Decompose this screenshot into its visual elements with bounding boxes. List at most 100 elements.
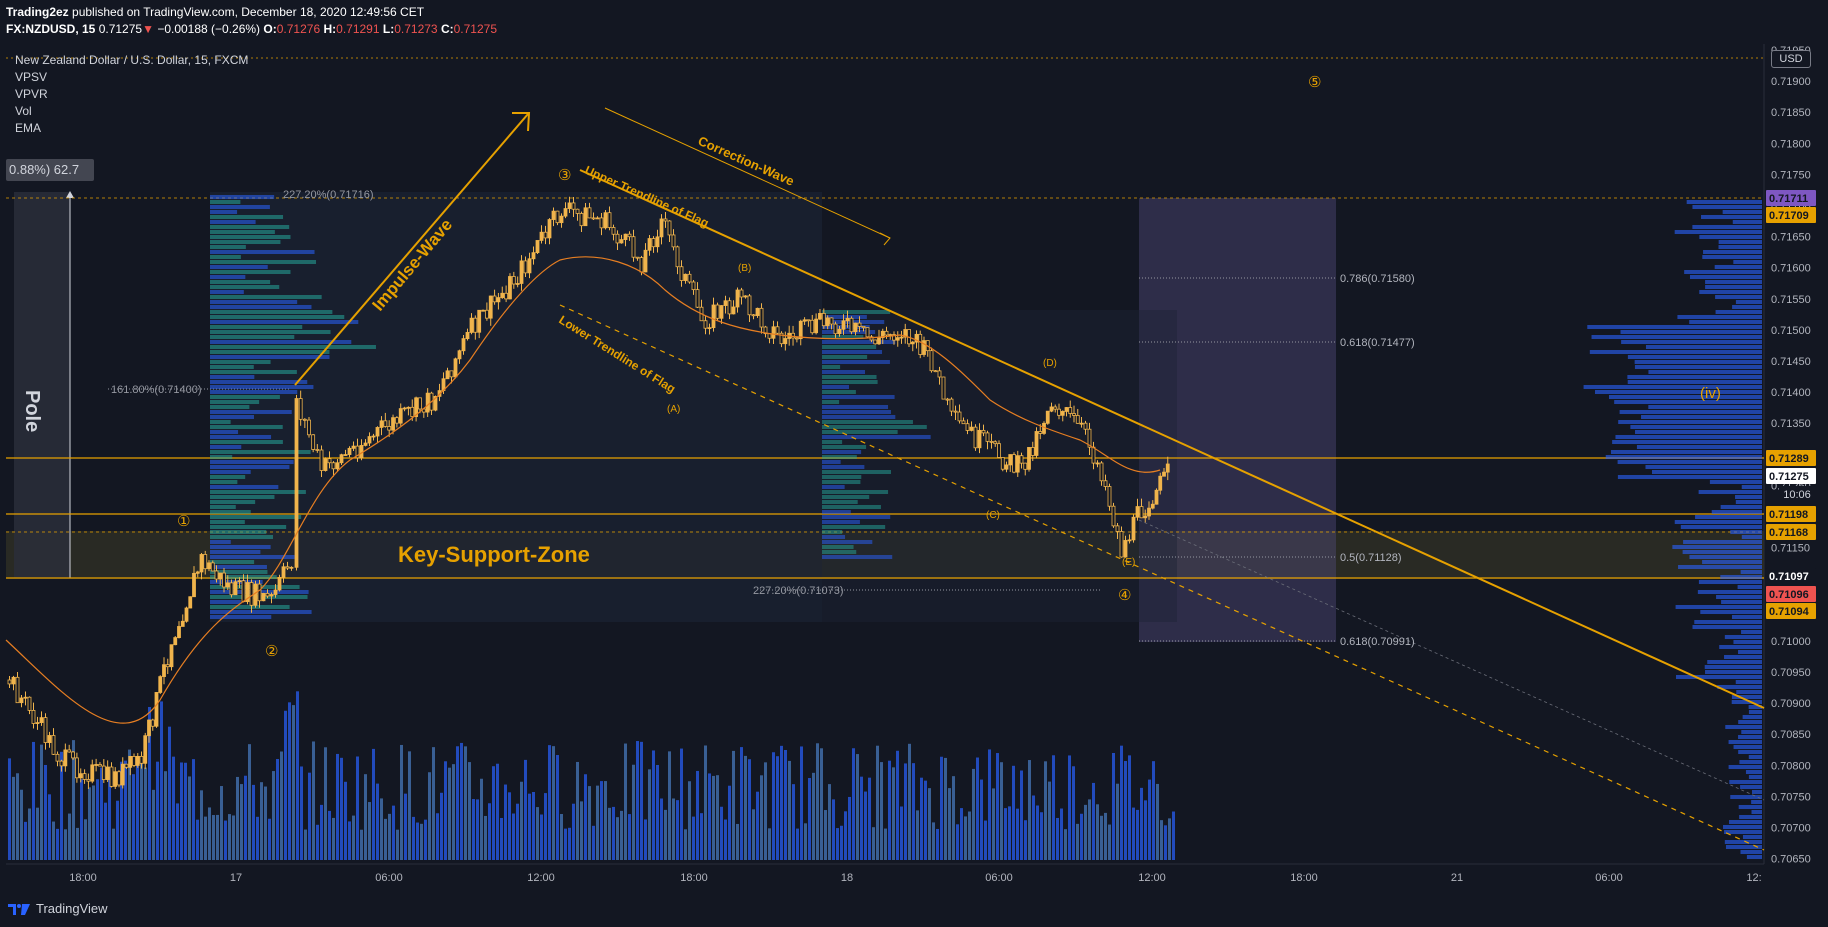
- candle-body: [659, 218, 664, 238]
- volume-bar: [400, 744, 403, 860]
- price-chart[interactable]: Pole Impulse-Wave Correction-Wave Upper …: [0, 0, 1828, 893]
- legend-indicator-vpvr[interactable]: VPVR: [15, 87, 48, 101]
- tradingview-brand[interactable]: TradingView: [8, 901, 108, 916]
- ema-line[interactable]: [5, 256, 1161, 724]
- low-label: L:: [382, 22, 395, 36]
- vp-row: [1731, 695, 1762, 699]
- candle-body: [1015, 455, 1020, 473]
- volume-bar: [24, 821, 27, 860]
- price-badge-bg: [1766, 568, 1816, 584]
- volume-bar: [644, 819, 647, 860]
- lower-trendline[interactable]: [559, 304, 1765, 851]
- candle-body: [727, 300, 732, 315]
- volume-bar: [896, 750, 899, 860]
- candle-body: [735, 289, 740, 308]
- pole-box[interactable]: [14, 192, 70, 578]
- vp-row: [822, 550, 857, 554]
- author-name[interactable]: Trading2ez: [6, 5, 69, 19]
- legend-indicator-ema[interactable]: EMA: [15, 121, 42, 135]
- candle-body: [35, 722, 40, 724]
- symbol-label[interactable]: FX:NZDUSD, 15: [6, 22, 96, 36]
- candle-body: [59, 760, 64, 767]
- vp-row: [1692, 205, 1762, 209]
- time-axis[interactable]: 18:00 17 06:00 12:00 18:00 18 06:00 12:00 18:00 2…: [69, 872, 1761, 884]
- candle-body: [751, 314, 756, 317]
- vp-row: [822, 470, 892, 474]
- vp-row: [210, 425, 283, 429]
- candle-body: [481, 309, 485, 312]
- volume-bar: [256, 816, 259, 860]
- vp-row: [1725, 845, 1762, 849]
- volume-bar: [888, 760, 891, 860]
- legend-title[interactable]: New Zealand Dollar / U.S. Dollar, 15, FX…: [15, 53, 249, 67]
- impulse-arrow-line[interactable]: [294, 113, 529, 386]
- volume-bar: [1016, 808, 1019, 860]
- candle-body: [109, 766, 114, 787]
- upper-trendline[interactable]: [579, 169, 1765, 709]
- vp-row: [210, 405, 250, 409]
- candle-body: [158, 676, 163, 693]
- volume-bar: [160, 701, 163, 860]
- candle-body: [1115, 525, 1120, 532]
- vp-row: [1748, 775, 1762, 779]
- price-badge-label: 0.71198: [1769, 509, 1808, 521]
- open-value: 0.71276: [276, 22, 321, 36]
- vp-row: [1614, 400, 1762, 404]
- candle-body: [477, 309, 482, 333]
- price-badge-bg: [1766, 468, 1816, 484]
- candlesticks[interactable]: [7, 196, 1170, 789]
- vp-row: [210, 565, 267, 569]
- price-tick-label: 0.71550: [1771, 294, 1811, 306]
- currency-button[interactable]: USD: [1771, 50, 1811, 68]
- volume-bar: [956, 824, 959, 860]
- vp-row: [822, 390, 856, 394]
- correction-arrow-line[interactable]: [604, 107, 891, 239]
- vp-row: [1735, 300, 1762, 304]
- legend-indicator-vpsv[interactable]: VPSV: [15, 70, 48, 84]
- price-tick-label: 0.71650: [1771, 232, 1811, 244]
- vp-row: [1719, 645, 1762, 649]
- candle-body: [559, 215, 564, 224]
- vp-row: [822, 315, 867, 319]
- candle-body: [783, 338, 788, 345]
- volume-bar: [384, 818, 387, 860]
- vp-row: [1675, 675, 1762, 679]
- candle-body: [265, 592, 270, 597]
- price-tick-label: 0.71450: [1771, 356, 1811, 368]
- candle-body: [1119, 531, 1124, 558]
- impulse-arrowhead-icon: [512, 112, 531, 132]
- vp-row: [822, 460, 841, 464]
- vp-row: [210, 615, 272, 619]
- vp-row: [210, 545, 271, 549]
- candle-body: [647, 238, 652, 251]
- volume-bar: [548, 745, 551, 860]
- candle-body: [418, 397, 422, 410]
- vp-row: [1717, 685, 1762, 689]
- candle-body: [55, 753, 60, 762]
- vp-row: [210, 305, 312, 309]
- candle-body: [7, 679, 12, 685]
- volume-bar: [616, 817, 619, 860]
- candle-body: [691, 281, 696, 291]
- pole-measure-tag: 0.88%) 62.7: [6, 159, 94, 181]
- volume-bar: [96, 779, 99, 860]
- fib-projection-box[interactable]: [1139, 198, 1336, 642]
- vp-row: [1740, 850, 1762, 854]
- volume-bar: [612, 806, 615, 860]
- volume-bar: [992, 788, 995, 860]
- candle-body: [539, 231, 544, 241]
- vp-row: [1735, 500, 1762, 504]
- candle-body: [989, 440, 994, 443]
- legend-indicator-vol[interactable]: Vol: [15, 104, 32, 118]
- vp-row: [1689, 320, 1762, 324]
- volume-bar: [688, 781, 691, 860]
- candle-body: [177, 626, 181, 638]
- candle-body: [1064, 407, 1069, 412]
- candle-body: [311, 434, 316, 450]
- volume-bar: [832, 799, 835, 860]
- volume-bar: [804, 823, 807, 860]
- volume-bar: [424, 819, 427, 860]
- volume-bar: [136, 763, 139, 860]
- volume-bar: [1096, 804, 1099, 860]
- vp-row: [1742, 835, 1762, 839]
